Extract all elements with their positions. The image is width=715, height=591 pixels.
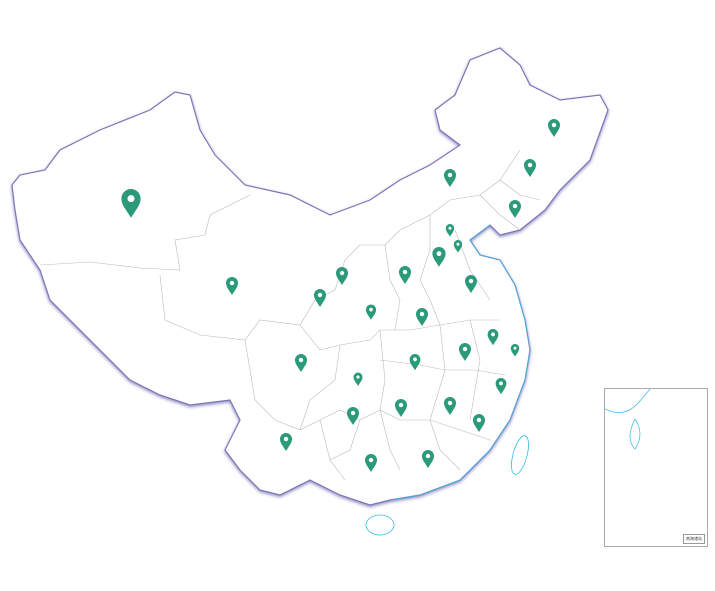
map-pin-icon[interactable] [422,450,434,468]
map-pin-icon[interactable] [459,343,471,361]
map-pin-icon[interactable] [432,247,446,267]
map-pin-icon[interactable] [487,329,499,346]
taiwan-island [511,435,529,475]
map-pin-icon[interactable] [509,200,521,218]
map-pin-icon[interactable] [314,289,326,307]
map-pin-icon[interactable] [395,399,407,417]
inset-label: 南海诸岛 [683,534,705,544]
map-pin-icon[interactable] [121,189,141,218]
map-pin-icon[interactable] [226,277,238,295]
south-china-sea-inset: 南海诸岛 [604,388,708,547]
coastline [389,224,531,501]
map-pin-icon[interactable] [365,304,377,320]
map-pin-icon[interactable] [347,407,359,425]
map-pin-icon[interactable] [416,308,428,326]
map-pin-icon[interactable] [399,266,411,284]
map-pin-icon[interactable] [510,344,520,357]
map-pin-icon[interactable] [295,354,307,372]
map-pin-icon[interactable] [444,169,456,187]
map-pin-icon[interactable] [473,414,485,432]
map-pin-icon[interactable] [353,372,363,387]
map-pin-icon[interactable] [280,433,292,451]
map-pin-icon[interactable] [409,354,421,371]
inset-map [605,389,651,450]
markers-layer [121,119,560,472]
map-pin-icon[interactable] [453,240,463,253]
hainan-island [365,514,395,536]
map-pin-icon[interactable] [495,378,507,395]
map-pin-icon[interactable] [465,275,477,293]
map-pin-icon[interactable] [336,267,348,285]
map-pin-icon[interactable] [365,454,377,472]
map-pin-icon[interactable] [444,397,456,415]
country-outline [11,47,609,506]
map-pin-icon[interactable] [524,159,536,177]
map-pin-icon[interactable] [445,224,455,237]
map-pin-icon[interactable] [548,119,560,137]
